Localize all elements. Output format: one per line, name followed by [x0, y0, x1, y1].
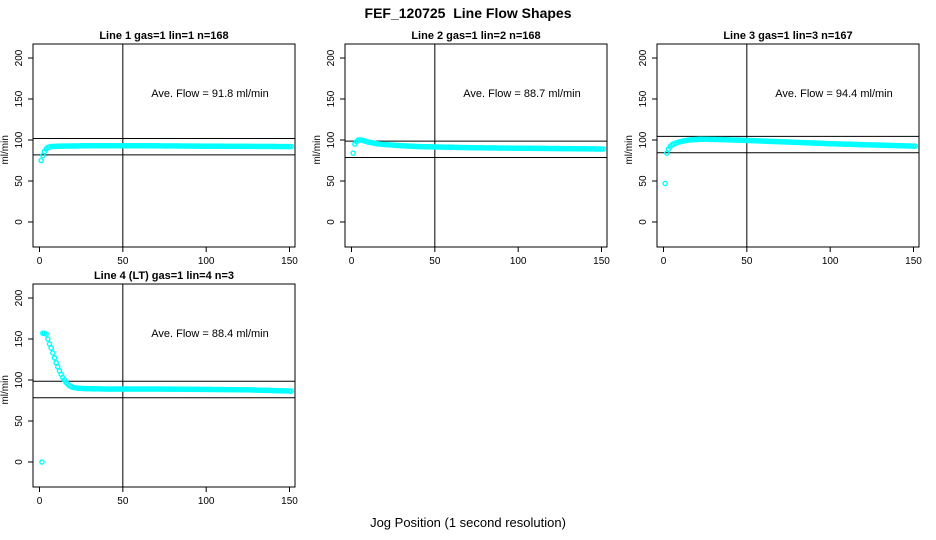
data-point: [43, 331, 49, 337]
plot-box: [656, 43, 920, 248]
y-axis-unit-label: ml/min: [624, 135, 635, 164]
data-point: [350, 150, 356, 156]
y-axis-unit-label: ml/min: [0, 135, 11, 164]
y-tick-label: 100: [14, 371, 25, 388]
data-point-outlier: [39, 459, 45, 465]
y-tick-label: 50: [326, 175, 337, 187]
data-point: [288, 143, 294, 150]
x-tick-label: 0: [37, 496, 43, 507]
panel-title: Line 3 gas=1 lin=3 n=167: [723, 30, 852, 42]
y-tick-label: 50: [14, 175, 25, 187]
chart-main-title: FEF_120725 Line Flow Shapes: [364, 5, 572, 21]
x-tick-label: 50: [117, 256, 129, 267]
x-tick-label: 50: [429, 256, 441, 267]
x-tick-label: 0: [349, 256, 355, 267]
y-tick-label: 50: [14, 415, 25, 427]
x-tick-label: 150: [281, 496, 298, 507]
x-tick-label: 100: [822, 256, 839, 267]
ave-flow-annotation: Ave. Flow = 94.4 ml/min: [775, 88, 892, 100]
panel-line-2: Line 2 gas=1 lin=2 n=168 0 50 100 150 0 50 100 1…: [312, 30, 610, 267]
ave-flow-annotation: Ave. Flow = 91.8 ml/min: [151, 88, 268, 100]
data-point: [50, 350, 56, 356]
y-tick-label: 200: [326, 49, 337, 66]
y-tick-label: 100: [14, 131, 25, 148]
x-tick-label: 150: [281, 256, 298, 267]
y-tick-label: 100: [638, 131, 649, 148]
x-tick-label: 100: [510, 256, 527, 267]
data-point: [288, 388, 294, 394]
data-point: [912, 143, 918, 149]
y-tick-label: 0: [14, 459, 25, 465]
y-tick-label: 200: [14, 49, 25, 66]
panel-title: Line 4 (LT) gas=1 lin=4 n=3: [94, 270, 234, 282]
x-tick-label: 100: [198, 496, 215, 507]
x-tick-label: 150: [905, 256, 922, 267]
y-tick-label: 50: [638, 175, 649, 187]
x-tick-label: 0: [661, 256, 667, 267]
ave-flow-annotation: Ave. Flow = 88.7 ml/min: [463, 88, 580, 100]
x-tick-label: 0: [37, 256, 43, 267]
data-point: [45, 336, 51, 342]
data-point: [38, 157, 44, 164]
plot-box: [344, 43, 608, 248]
x-tick-label: 50: [741, 256, 753, 267]
data-point: [51, 355, 58, 361]
x-tick-label: 50: [117, 496, 129, 507]
y-tick-label: 150: [14, 90, 25, 107]
y-tick-label: 0: [326, 219, 337, 225]
panel-line-4: Line 4 (LT) gas=1 lin=4 n=3 0 50 100 150 0 50 1…: [0, 270, 298, 507]
x-tick-label: 150: [593, 256, 610, 267]
x-tick-label: 100: [198, 256, 215, 267]
y-tick-label: 150: [14, 330, 25, 347]
y-tick-label: 150: [326, 90, 337, 107]
y-tick-label: 150: [638, 90, 649, 107]
data-point: [48, 345, 54, 351]
y-tick-label: 0: [638, 219, 649, 225]
y-tick-label: 0: [14, 219, 25, 225]
panel-line-1: Line 1 gas=1 lin=1 n=168 0 50 100 150 0 50 100 1…: [0, 30, 298, 267]
data-point: [662, 180, 668, 187]
panel-title: Line 2 gas=1 lin=2 n=168: [411, 30, 540, 42]
y-tick-label: 200: [14, 289, 25, 306]
y-tick-label: 100: [326, 131, 337, 148]
y-axis-unit-label: ml/min: [312, 135, 323, 164]
x-axis-label: Jog Position (1 second resolution): [370, 515, 566, 530]
data-point: [600, 146, 606, 152]
y-axis-unit-label: ml/min: [0, 375, 11, 404]
panel-line-3: Line 3 gas=1 lin=3 n=167 0 50 100 150 0 50 100 1…: [624, 30, 922, 267]
panel-title: Line 1 gas=1 lin=1 n=168: [99, 30, 228, 42]
plot-box: [32, 43, 296, 248]
ave-flow-annotation: Ave. Flow = 88.4 ml/min: [151, 328, 268, 340]
plot-box: [32, 283, 296, 488]
y-tick-label: 200: [638, 49, 649, 66]
